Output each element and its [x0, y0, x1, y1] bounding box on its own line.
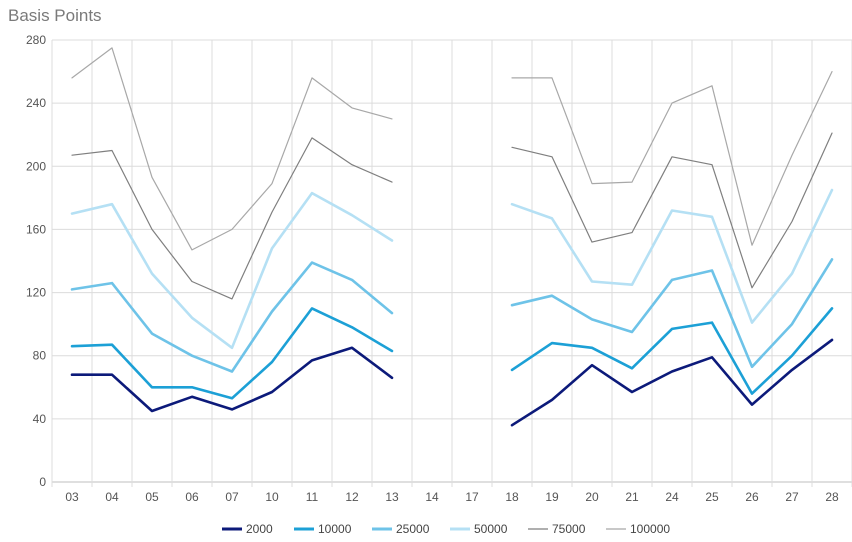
y-tick-label: 240 — [26, 96, 46, 110]
y-tick-label: 40 — [33, 412, 47, 426]
x-tick-label: 06 — [185, 490, 199, 504]
y-axis: 0 40 80 120 160 200 240 280 — [26, 33, 46, 489]
x-tick-label: 07 — [225, 490, 239, 504]
series-lines — [70, 47, 834, 427]
x-tick-label: 05 — [145, 490, 159, 504]
grid — [51, 39, 852, 487]
series-line-75000 — [71, 132, 833, 300]
x-tick-label: 10 — [265, 490, 279, 504]
x-tick-label: 11 — [306, 490, 319, 504]
y-tick-label: 120 — [26, 286, 46, 300]
legend-item-50000: 50000 — [450, 522, 508, 536]
x-tick-label: 18 — [505, 490, 519, 504]
legend: 2000 10000 25000 50000 75000 100000 — [222, 522, 670, 536]
series-line-25000 — [70, 258, 834, 373]
x-tick-label: 26 — [745, 490, 759, 504]
y-tick-label: 160 — [26, 222, 46, 236]
legend-label: 50000 — [474, 522, 508, 536]
x-axis: 03 04 05 06 07 10 11 12 13 14 17 18 19 20 21 24 25 26 27 28 — [65, 490, 839, 504]
legend-label: 2000 — [246, 522, 273, 536]
legend-item-75000: 75000 — [528, 522, 586, 536]
x-tick-label: 27 — [785, 490, 799, 504]
x-tick-label: 24 — [665, 490, 679, 504]
x-tick-label: 25 — [705, 490, 719, 504]
x-tick-label: 17 — [465, 490, 479, 504]
legend-label: 25000 — [396, 522, 430, 536]
y-tick-label: 200 — [26, 159, 46, 173]
legend-item-100000: 100000 — [606, 522, 670, 536]
series-line-100000 — [71, 47, 833, 251]
x-tick-label: 12 — [345, 490, 359, 504]
x-tick-label: 04 — [105, 490, 119, 504]
series-line-10000 — [70, 307, 834, 400]
series-line-50000 — [70, 188, 834, 350]
x-tick-label: 03 — [65, 490, 79, 504]
x-tick-label: 14 — [425, 490, 439, 504]
y-tick-label: 280 — [26, 33, 46, 47]
series-line-2000 — [70, 338, 834, 427]
legend-item-25000: 25000 — [372, 522, 430, 536]
y-tick-label: 80 — [33, 349, 47, 363]
y-tick-label: 0 — [39, 475, 46, 489]
chart-title: Basis Points — [8, 6, 102, 25]
x-tick-label: 13 — [385, 490, 399, 504]
legend-item-10000: 10000 — [294, 522, 352, 536]
legend-item-2000: 2000 — [222, 522, 273, 536]
x-tick-label: 21 — [625, 490, 639, 504]
x-tick-label: 20 — [585, 490, 599, 504]
legend-label: 10000 — [318, 522, 352, 536]
x-tick-label: 28 — [825, 490, 839, 504]
x-tick-label: 19 — [545, 490, 559, 504]
legend-label: 100000 — [630, 522, 670, 536]
legend-label: 75000 — [552, 522, 586, 536]
